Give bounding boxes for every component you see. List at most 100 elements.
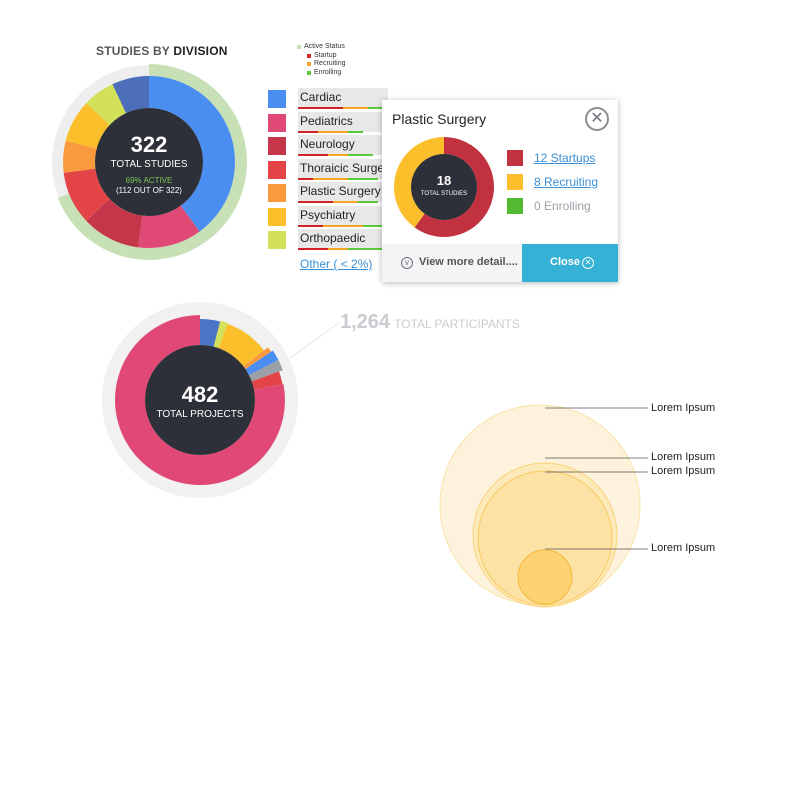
division-bar-bg: [298, 158, 388, 179]
status-legend-enrolling: Enrolling: [314, 68, 342, 76]
division-status-bar: [298, 201, 378, 203]
project-slice[interactable]: [218, 323, 265, 367]
view-more-label: View more detail....: [419, 256, 518, 268]
division-slice[interactable]: [112, 76, 149, 114]
projects-total: 482: [182, 382, 219, 407]
status-segment: [348, 154, 373, 156]
division-status-bar: [298, 224, 383, 227]
bubble-chart: [439, 404, 648, 608]
projects-center: [145, 345, 255, 455]
division-item[interactable]: Cardiac: [268, 88, 388, 109]
division-swatch: [268, 160, 286, 179]
division-swatch: [268, 137, 286, 155]
popup-legend-enrolling-label: 0 Enrolling: [534, 199, 591, 213]
division-label: Plastic Surgery: [300, 184, 381, 198]
close-icon[interactable]: ✕: [585, 107, 609, 131]
division-status-bar: [298, 107, 388, 109]
status-segment: [348, 177, 378, 180]
status-segment: [298, 201, 333, 203]
project-slice[interactable]: [251, 371, 283, 390]
division-status-bar: [298, 177, 378, 180]
participants-label: TOTAL PARTICIPANTS: [394, 317, 520, 331]
status-legend-recruiting: Recruiting: [314, 60, 346, 67]
division-slice[interactable]: [65, 103, 110, 149]
bubble: [477, 470, 613, 606]
close-button[interactable]: Close ✕: [522, 244, 618, 282]
studies-donut-chart[interactable]: [52, 64, 248, 260]
popup-slice[interactable]: [414, 137, 494, 237]
popup-legend-recruiting-label[interactable]: 8 Recruiting: [534, 175, 599, 189]
division-slice[interactable]: [63, 140, 97, 173]
status-segment: [298, 130, 318, 133]
status-segment: [298, 154, 328, 156]
division-swatch: [268, 231, 286, 249]
division-slice[interactable]: [86, 198, 143, 248]
division-swatch: [268, 113, 286, 132]
status-segment: [298, 224, 323, 227]
division-bar-bg: [298, 88, 388, 108]
division-status-bar: [298, 130, 363, 133]
status-legend-title: Active Status: [304, 43, 345, 50]
status-segment: [298, 248, 328, 250]
division-label: Orthopaedic: [300, 231, 366, 245]
division-item[interactable]: Pediatrics: [268, 111, 388, 133]
other-link[interactable]: Other ( < 2%): [300, 257, 373, 271]
enrolling-swatch: [307, 70, 311, 75]
recruiting-swatch: [307, 62, 311, 67]
bubble-label: Lorem Ipsum: [651, 542, 716, 554]
division-item[interactable]: Thoraicic Surgery: [268, 158, 394, 180]
division-slice[interactable]: [86, 84, 127, 126]
division-bar-bg: [298, 205, 388, 226]
status-legend-item: Recruiting: [297, 60, 346, 69]
view-more-button[interactable]: v View more detail....: [382, 244, 522, 282]
project-slice[interactable]: [114, 315, 285, 485]
participants-leader-line: [289, 321, 341, 359]
popup-total-label: TOTAL STUDIES: [421, 191, 467, 197]
division-slice[interactable]: [138, 205, 200, 248]
popup-slice[interactable]: [394, 137, 444, 228]
status-legend-startup: Startup: [314, 51, 337, 59]
bubble: [517, 549, 573, 605]
projects-total-label: TOTAL PROJECTS: [156, 409, 243, 420]
plastic-surgery-popup: Plastic Surgery ✕ 18 TOTAL STUDIES 12 St…: [382, 100, 618, 282]
division-item[interactable]: Neurology: [268, 135, 388, 156]
division-swatch: [268, 90, 286, 108]
division-item[interactable]: Orthopaedic: [268, 229, 388, 250]
popup-footer: v View more detail.... Close ✕: [382, 244, 618, 282]
chart-title-strong: DIVISION: [173, 44, 228, 58]
project-slice[interactable]: [200, 319, 221, 347]
bubble-label: Lorem Ipsum: [651, 451, 716, 463]
studies-active-detail: (112 OUT OF 322): [116, 186, 182, 195]
popup-donut-center: [411, 154, 477, 220]
popup-title: Plastic Surgery: [392, 111, 487, 127]
division-slice[interactable]: [63, 168, 110, 221]
popup-donut: [394, 137, 494, 237]
bubble-label: Lorem Ipsum: [651, 402, 716, 414]
project-slice[interactable]: [243, 347, 272, 370]
popup-total: 18: [437, 173, 451, 188]
status-segment: [368, 107, 388, 109]
status-segment: [313, 177, 348, 180]
project-slice[interactable]: [249, 360, 283, 382]
status-segment: [358, 201, 378, 203]
status-segment: [323, 224, 363, 227]
chart-title-prefix: STUDIES BY: [96, 44, 174, 58]
participants-total: 1,264 TOTAL PARTICIPANTS: [340, 311, 520, 334]
division-item[interactable]: Plastic Surgery: [268, 182, 388, 203]
project-slice[interactable]: [213, 320, 228, 349]
status-segment: [298, 177, 313, 180]
division-bar-bg: [298, 111, 388, 132]
status-segment: [343, 107, 368, 109]
division-item[interactable]: Psychiatry: [268, 205, 388, 227]
chart-title: STUDIES BY DIVISION: [96, 44, 228, 58]
division-status-bar: [298, 248, 388, 250]
division-label: Pediatrics: [300, 113, 353, 128]
division-slice[interactable]: [149, 76, 235, 232]
status-legend-title-swatch: [297, 45, 301, 50]
division-label: Neurology: [300, 137, 355, 151]
status-legend-item: Enrolling: [297, 69, 346, 78]
status-segment: [333, 201, 358, 203]
popup-legend-startups-label[interactable]: 12 Startups: [534, 151, 596, 165]
project-slice[interactable]: [245, 350, 279, 376]
